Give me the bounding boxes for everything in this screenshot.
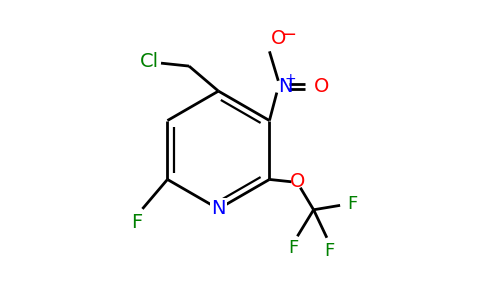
Text: N: N bbox=[211, 200, 226, 218]
Text: O: O bbox=[290, 172, 305, 191]
Text: F: F bbox=[288, 239, 298, 257]
Text: +: + bbox=[284, 72, 296, 86]
Text: F: F bbox=[131, 213, 142, 232]
Text: F: F bbox=[348, 195, 358, 213]
Text: N: N bbox=[278, 77, 293, 96]
Text: Cl: Cl bbox=[139, 52, 159, 71]
Text: O: O bbox=[271, 29, 287, 48]
Text: F: F bbox=[325, 242, 335, 260]
Text: O: O bbox=[314, 77, 329, 96]
Text: −: − bbox=[281, 26, 296, 44]
